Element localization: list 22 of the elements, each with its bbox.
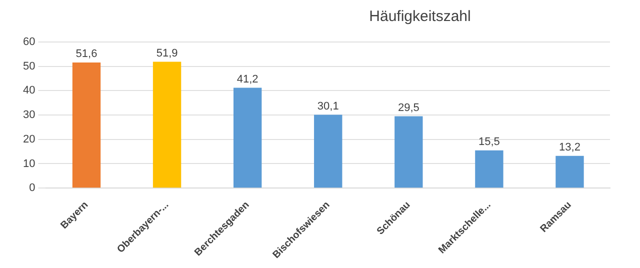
chart-title: Häufigkeitszahl: [368, 8, 472, 25]
bar: [556, 156, 584, 188]
bar: [314, 114, 342, 188]
bar: [394, 116, 423, 188]
data-label: 15,5: [478, 136, 500, 148]
data-label: 30,1: [317, 100, 339, 112]
y-tick-label: 40: [22, 84, 36, 97]
data-label: 51,9: [156, 47, 178, 60]
data-label: 41,2: [236, 73, 258, 86]
y-tick-label: 10: [22, 158, 36, 170]
y-tick-label: 20: [22, 133, 36, 146]
bar: [152, 62, 182, 188]
bar: [233, 88, 262, 188]
data-label: 29,5: [398, 102, 420, 114]
y-tick-label: 50: [22, 60, 36, 72]
y-tick-label: 0: [29, 182, 36, 194]
y-tick-label: 60: [22, 36, 36, 48]
bar: [72, 62, 101, 188]
bar: [475, 150, 504, 188]
data-label: 51,6: [76, 48, 98, 60]
data-label: 13,2: [559, 141, 580, 154]
y-tick-label: 30: [22, 109, 36, 122]
